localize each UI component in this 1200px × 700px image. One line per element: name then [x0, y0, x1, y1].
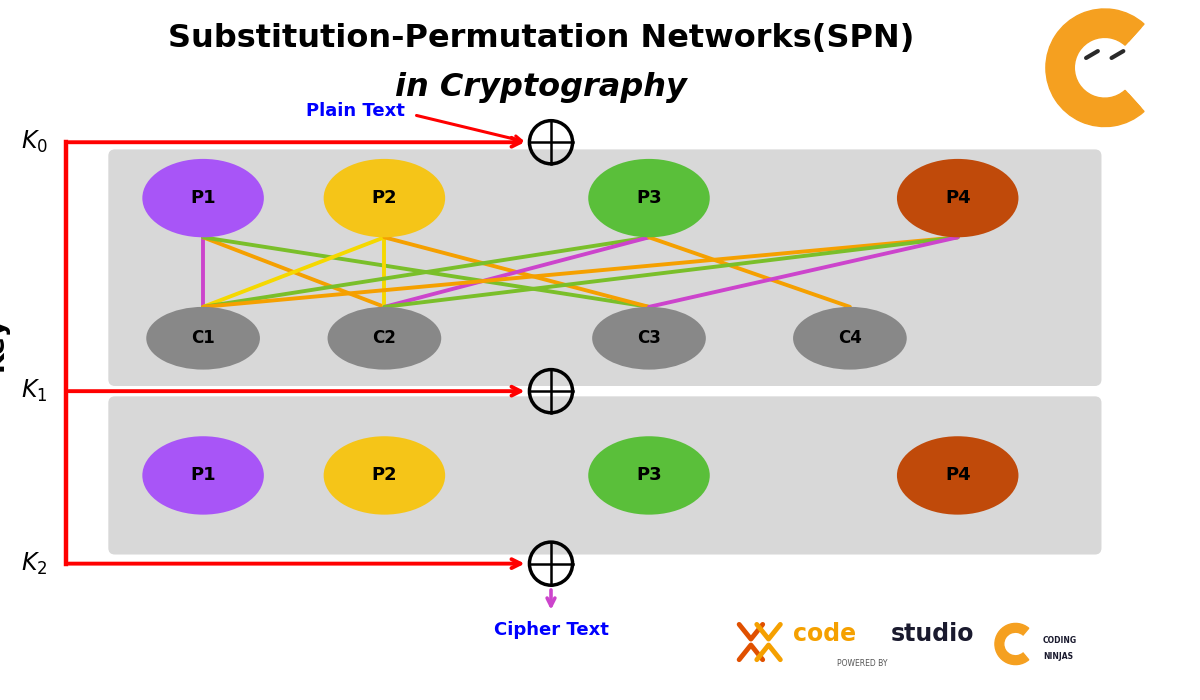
Text: P4: P4 — [944, 189, 971, 207]
Ellipse shape — [896, 159, 1019, 237]
Text: NINJAS: NINJAS — [1043, 652, 1073, 662]
Text: Substitution-Permutation Networks(SPN): Substitution-Permutation Networks(SPN) — [168, 23, 914, 54]
Text: studio: studio — [892, 622, 974, 646]
Ellipse shape — [324, 159, 445, 237]
Text: P3: P3 — [636, 466, 662, 484]
Text: $K_1$: $K_1$ — [22, 378, 48, 405]
Wedge shape — [995, 624, 1028, 664]
Ellipse shape — [588, 436, 709, 514]
Text: P1: P1 — [191, 189, 216, 207]
Ellipse shape — [143, 159, 264, 237]
Ellipse shape — [328, 307, 442, 370]
Text: C4: C4 — [838, 329, 862, 347]
Ellipse shape — [143, 436, 264, 514]
Text: P4: P4 — [944, 466, 971, 484]
Wedge shape — [1051, 14, 1141, 122]
Text: P2: P2 — [372, 466, 397, 484]
Text: Key: Key — [0, 316, 8, 370]
Ellipse shape — [588, 159, 709, 237]
Text: P2: P2 — [372, 189, 397, 207]
Text: CODING: CODING — [1043, 636, 1078, 645]
Text: C1: C1 — [191, 329, 215, 347]
Ellipse shape — [793, 307, 907, 370]
Text: $K_0$: $K_0$ — [22, 129, 48, 155]
Ellipse shape — [896, 436, 1019, 514]
Text: code: code — [793, 622, 856, 646]
Text: Cipher Text: Cipher Text — [493, 622, 608, 639]
Text: P3: P3 — [636, 189, 662, 207]
Text: P1: P1 — [191, 466, 216, 484]
Text: POWERED BY: POWERED BY — [838, 659, 888, 668]
Ellipse shape — [592, 307, 706, 370]
FancyBboxPatch shape — [109, 397, 1100, 554]
Text: C3: C3 — [637, 329, 661, 347]
Text: $K_2$: $K_2$ — [22, 550, 48, 577]
Wedge shape — [1046, 9, 1144, 127]
Ellipse shape — [146, 307, 260, 370]
Text: C2: C2 — [372, 329, 396, 347]
Text: in Cryptography: in Cryptography — [395, 72, 688, 103]
FancyBboxPatch shape — [109, 150, 1100, 385]
Text: Plain Text: Plain Text — [306, 102, 404, 120]
Ellipse shape — [324, 436, 445, 514]
